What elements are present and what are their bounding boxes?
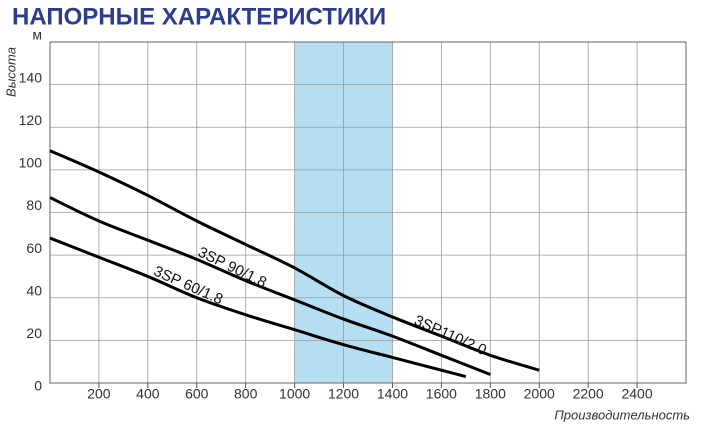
x-tick-label: 400 — [136, 386, 160, 402]
curve — [49, 196, 491, 376]
x-tick-label: 1800 — [475, 386, 506, 402]
y-tick-label: 120 — [19, 112, 43, 128]
curve — [49, 236, 467, 379]
y-tick-label: м — [32, 27, 42, 43]
curve-label: 3SP110/2.0 — [411, 312, 489, 359]
y-tick-label: 20 — [26, 325, 42, 341]
y-tick-label: 140 — [19, 69, 43, 85]
x-tick-label: 1600 — [426, 386, 457, 402]
chart-title: НАПОРНЫЕ ХАРАКТЕРИСТИКИ — [12, 3, 386, 30]
x-tick-label: 1000 — [279, 386, 310, 402]
x-tick-label: 200 — [87, 386, 111, 402]
curve-label: 3SP 60/1.8 — [151, 263, 225, 309]
x-tick-label: 2200 — [573, 386, 604, 402]
plot-frame — [49, 41, 687, 384]
y-axis-label: Высота — [3, 47, 18, 97]
y-tick-label: 60 — [26, 240, 42, 256]
curve — [49, 149, 540, 372]
x-tick-label: 1200 — [328, 386, 359, 402]
x-tick-label: 600 — [185, 386, 209, 402]
x-tick-label: 1400 — [377, 386, 408, 402]
x-tick-label: 800 — [234, 386, 258, 402]
y-tick-label: 100 — [19, 155, 43, 171]
y-tick-label: 0 — [34, 378, 42, 394]
y-tick-label: 80 — [26, 197, 42, 213]
x-tick-label: 2000 — [524, 386, 555, 402]
x-axis-label: Производительность — [554, 407, 690, 422]
x-tick-label: 2400 — [621, 386, 652, 402]
y-tick-label: 40 — [26, 282, 42, 298]
